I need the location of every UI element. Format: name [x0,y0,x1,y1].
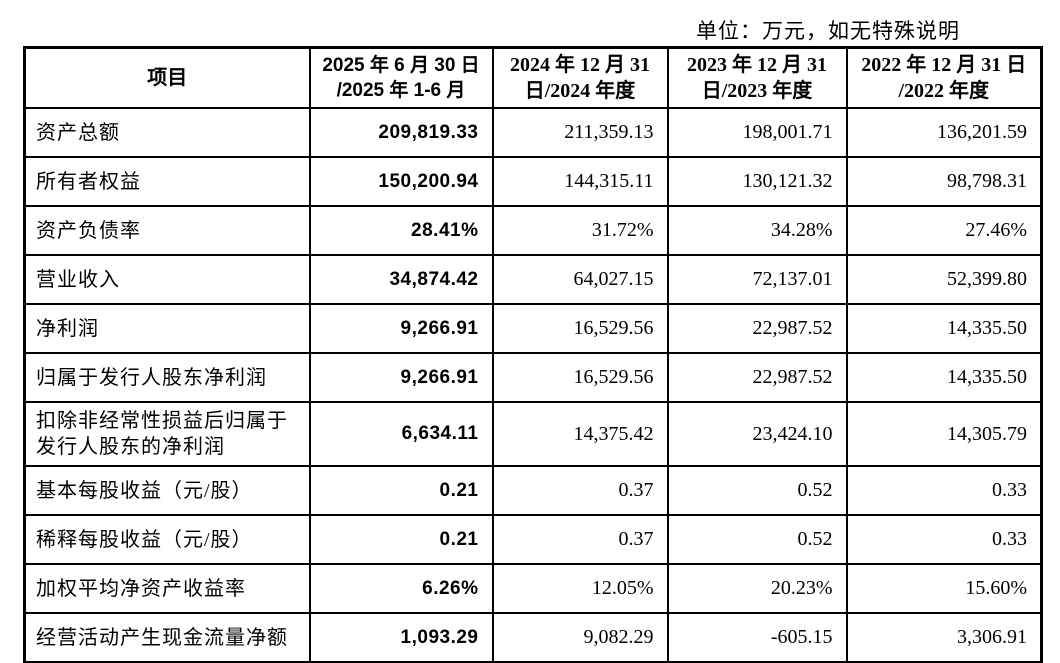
row-label: 基本每股收益（元/股） [23,465,311,516]
column-header-2022: 2022 年 12 月 31 日 /2022 年度 [845,46,1043,109]
value-cell: 98,798.31 [845,156,1043,207]
value-cell: 14,335.50 [845,352,1043,403]
table-row: 净利润 9,266.91 16,529.56 22,987.52 14,335.50 [23,303,1043,354]
unit-note: 单位：万元，如无特殊说明 [696,19,960,43]
row-label: 归属于发行人股东净利润 [23,352,311,403]
row-label: 稀释每股收益（元/股） [23,514,311,565]
value-cell: 22,987.52 [666,352,848,403]
value-current-period: 0.21 [308,465,494,516]
table-row: 营业收入 34,874.42 64,027.15 72,137.01 52,399.80 [23,254,1043,305]
row-label: 扣除非经常性损益后归属于发行人股东的净利润 [23,401,311,467]
value-cell: 3,306.91 [845,612,1043,663]
column-header-2025: 2025 年 6 月 30 日 /2025 年 1-6 月 [308,46,494,109]
header-row: 项目 2025 年 6 月 30 日 /2025 年 1-6 月 2024 年 … [23,46,1043,109]
value-cell: 23,424.10 [666,401,848,467]
table-row: 所有者权益 150,200.94 144,315.11 130,121.32 98,79… [23,156,1043,207]
value-cell: 136,201.59 [845,107,1043,158]
value-current-period: 9,266.91 [308,303,494,354]
row-label: 营业收入 [23,254,311,305]
value-cell: 72,137.01 [666,254,848,305]
value-cell: 0.33 [845,514,1043,565]
table-body: 资产总额 209,819.33 211,359.13 198,001.71 136,20… [23,107,1043,663]
financial-indicators-table: 项目 2025 年 6 月 30 日 /2025 年 1-6 月 2024 年 … [23,46,1043,663]
value-cell: 0.52 [666,514,848,565]
value-cell: 0.33 [845,465,1043,516]
value-cell: 0.37 [491,465,669,516]
table-row: 扣除非经常性损益后归属于发行人股东的净利润 6,634.11 14,375.42 23… [23,401,1043,467]
value-cell: 22,987.52 [666,303,848,354]
value-current-period: 6.26% [308,563,494,614]
table-row: 归属于发行人股东净利润 9,266.91 16,529.56 22,987.52 14,… [23,352,1043,403]
value-cell: 9,082.29 [491,612,669,663]
value-cell: 27.46% [845,205,1043,256]
value-cell: 14,375.42 [491,401,669,467]
row-label: 加权平均净资产收益率 [23,563,311,614]
table-row: 加权平均净资产收益率 6.26% 12.05% 20.23% 15.60% [23,563,1043,614]
value-cell: 16,529.56 [491,303,669,354]
column-header-2024: 2024 年 12 月 31 日/2024 年度 [491,46,669,109]
row-label: 净利润 [23,303,311,354]
value-cell: 52,399.80 [845,254,1043,305]
table-row: 资产总额 209,819.33 211,359.13 198,001.71 136,20… [23,107,1043,158]
value-cell: 15.60% [845,563,1043,614]
value-current-period: 1,093.29 [308,612,494,663]
value-cell: 64,027.15 [491,254,669,305]
value-current-period: 150,200.94 [308,156,494,207]
value-cell: 31.72% [491,205,669,256]
value-cell: 211,359.13 [491,107,669,158]
value-current-period: 6,634.11 [308,401,494,467]
row-label: 资产总额 [23,107,311,158]
value-cell: -605.15 [666,612,848,663]
value-cell: 0.52 [666,465,848,516]
value-current-period: 28.41% [308,205,494,256]
table-row: 资产负债率 28.41% 31.72% 34.28% 27.46% [23,205,1043,256]
table-row: 稀释每股收益（元/股） 0.21 0.37 0.52 0.33 [23,514,1043,565]
row-label: 资产负债率 [23,205,311,256]
value-cell: 14,305.79 [845,401,1043,467]
value-cell: 0.37 [491,514,669,565]
value-current-period: 209,819.33 [308,107,494,158]
value-current-period: 9,266.91 [308,352,494,403]
column-header-2023: 2023 年 12 月 31 日/2023 年度 [666,46,848,109]
value-current-period: 34,874.42 [308,254,494,305]
value-cell: 14,335.50 [845,303,1043,354]
value-cell: 198,001.71 [666,107,848,158]
value-current-period: 0.21 [308,514,494,565]
value-cell: 12.05% [491,563,669,614]
value-cell: 130,121.32 [666,156,848,207]
column-header-item: 项目 [23,46,311,109]
table-row: 基本每股收益（元/股） 0.21 0.37 0.52 0.33 [23,465,1043,516]
table-row: 经营活动产生现金流量净额 1,093.29 9,082.29 -605.15 3,306… [23,612,1043,663]
value-cell: 144,315.11 [491,156,669,207]
row-label: 所有者权益 [23,156,311,207]
value-cell: 34.28% [666,205,848,256]
value-cell: 20.23% [666,563,848,614]
row-label: 经营活动产生现金流量净额 [23,612,311,663]
value-cell: 16,529.56 [491,352,669,403]
table-header: 项目 2025 年 6 月 30 日 /2025 年 1-6 月 2024 年 … [23,46,1043,109]
